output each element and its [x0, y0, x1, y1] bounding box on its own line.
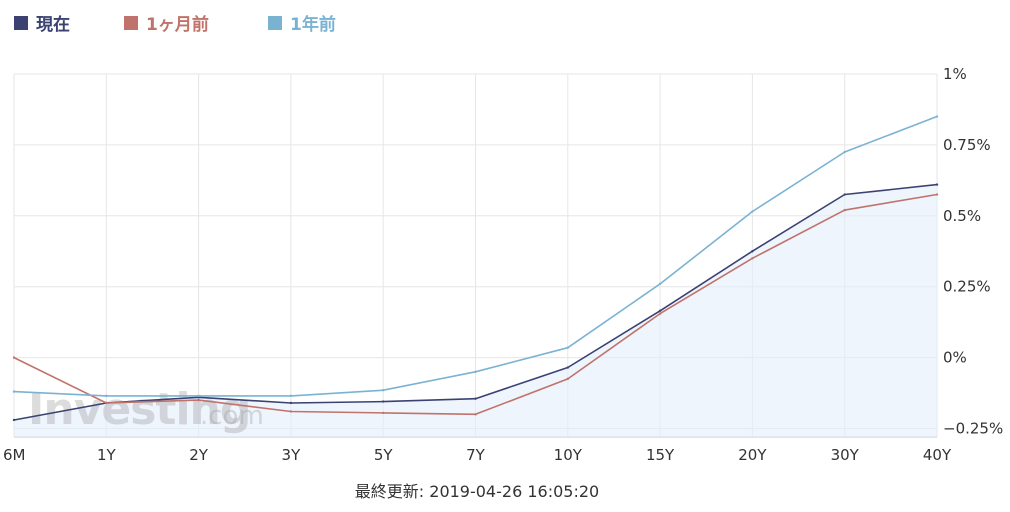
data-point	[935, 183, 939, 186]
legend-label[interactable]: 1年前	[290, 14, 336, 35]
last-updated-text: 最終更新: 2019-04-26 16:05:20	[355, 482, 599, 501]
data-point	[935, 193, 939, 196]
data-point	[12, 356, 16, 359]
watermark-main: Investing	[28, 384, 250, 435]
legend-swatch	[14, 16, 28, 30]
x-tick-label: 2Y	[189, 446, 209, 464]
x-tick-label: 10Y	[554, 446, 583, 464]
data-point	[843, 150, 846, 154]
watermark-suffix: .com	[200, 401, 264, 431]
data-point	[658, 309, 662, 313]
data-point	[474, 413, 477, 416]
x-tick-label: 6M	[3, 446, 26, 464]
x-tick-label: 5Y	[374, 446, 394, 464]
y-tick-label: 0.75%	[943, 136, 991, 154]
x-tick-label: 40Y	[923, 446, 952, 464]
data-point	[474, 370, 477, 373]
data-point	[751, 257, 754, 260]
legend-swatch	[124, 16, 138, 30]
data-point	[566, 346, 569, 349]
y-axis-ticks: 1% 0.75% 0.5% 0.25% 0% −0.25%	[943, 65, 1003, 437]
data-point	[566, 366, 569, 369]
legend-label[interactable]: 1ヶ月前	[146, 14, 209, 35]
data-point	[566, 377, 569, 381]
series-lines	[12, 115, 939, 422]
legend-label[interactable]: 現在	[36, 14, 70, 35]
area-fill	[14, 184, 937, 437]
y-tick-label: 0.5%	[943, 207, 981, 225]
x-tick-label: 15Y	[646, 446, 675, 464]
data-point	[751, 250, 754, 253]
data-point	[289, 394, 293, 398]
x-tick-label: 7Y	[466, 446, 486, 464]
data-point	[843, 208, 846, 212]
data-point	[105, 394, 108, 398]
data-point	[658, 282, 662, 286]
data-point	[105, 401, 108, 405]
data-point	[751, 210, 754, 213]
x-tick-label: 30Y	[831, 446, 860, 464]
y-tick-label: 0.25%	[943, 278, 991, 296]
data-point	[12, 390, 16, 393]
data-point	[935, 115, 939, 118]
data-point	[12, 418, 16, 422]
x-tick-label: 20Y	[738, 446, 767, 464]
investing-watermark: Investing .com	[28, 384, 264, 435]
x-tick-label: 3Y	[282, 446, 302, 464]
x-tick-label: 1Y	[97, 446, 117, 464]
data-point	[289, 410, 293, 413]
data-point	[382, 389, 385, 392]
data-point	[658, 312, 662, 315]
series-area-current	[14, 184, 937, 437]
legend-swatch	[268, 16, 282, 30]
y-tick-label: −0.25%	[943, 419, 1003, 437]
data-point	[843, 193, 846, 196]
legend: 現在 1ヶ月前 1年前	[14, 14, 336, 35]
data-point	[474, 397, 477, 400]
data-point	[382, 411, 385, 415]
data-point	[289, 401, 293, 405]
data-point	[197, 394, 200, 398]
y-tick-label: 1%	[943, 65, 967, 83]
data-point	[197, 398, 200, 402]
y-tick-label: 0%	[943, 349, 967, 367]
x-axis-ticks: 6M 1Y 2Y 3Y 5Y 7Y 10Y 15Y 20Y 30Y 40Y	[3, 446, 952, 464]
data-point	[382, 400, 385, 403]
